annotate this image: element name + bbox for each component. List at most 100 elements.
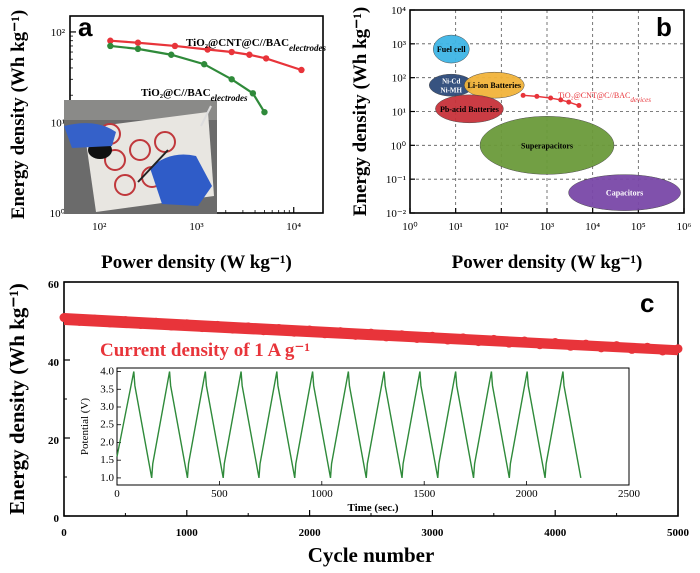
cycling-data-point [658,346,668,356]
series-0-point [171,42,179,50]
x-tick-label: 10⁵ [631,221,646,233]
cycling-data-point [59,313,69,323]
cycling-data-point [397,330,407,340]
inset-y-tick-label: 3.5 [100,383,114,395]
cycling-data-point [366,328,376,338]
cycling-data-point [335,327,345,337]
cycling-data-point [612,341,622,351]
x-tick-label: 10² [494,221,509,233]
region-4-ellipse [479,116,615,175]
y-axis-label: Energy density (Wh kg⁻¹) [8,10,29,219]
series-1-point [134,45,142,53]
cycling-data-point [182,319,192,329]
series-1-point [107,42,114,50]
y-tick-label: 10¹ [392,107,406,119]
cycling-data-point [458,333,468,343]
inset-y-tick-label: 1.0 [100,472,114,484]
inset-y-tick-label: 4.0 [100,366,114,378]
inset-x-tick-label: 0 [114,488,120,500]
y-tick-label: 10⁰ [50,208,66,220]
region-3-label: Pb-acid Batteries [440,105,499,114]
cycling-data-point [673,344,683,354]
panel-b: 10⁰ 10¹ 10² 10³ 10⁴ 10⁵ 10⁶ 10⁻² 10⁻¹ 10⁰ 10¹ 10² 10… [350,5,692,273]
cycling-data-point [320,329,330,339]
cycling-data-point [581,339,591,349]
cycling-data-point [550,338,560,348]
y-axis-label: Energy density (Wh kg⁻¹) [5,283,29,514]
x-tick-label: 2000 [299,527,322,539]
panel-a-letter: a [78,12,93,42]
inset-x-tick-label: 2500 [618,488,641,500]
photo-glove-right [150,154,212,206]
series-devices-point [534,93,540,99]
x-tick-label: 10⁰ [402,221,418,233]
x-tick-label: 3000 [421,527,444,539]
series-devices-point [548,95,554,101]
photo-pattern [129,139,151,161]
cycling-data-point [642,342,652,352]
y-tick-label: 10¹ [51,117,65,129]
cycling-data-point [627,344,637,354]
panel-c-letter: c [640,288,654,318]
cycling-data-point [105,318,115,328]
series-devices-point [566,99,572,105]
panel-b-letter: b [656,12,672,42]
y-tick-label: 60 [48,279,60,291]
inset-photo [64,100,217,214]
region-1-label: Ni-Cd [442,78,460,86]
region-5-ellipse [568,174,681,211]
cycling-data-point [427,331,437,341]
x-tick-label: 10¹ [449,221,463,233]
x-tick-label: 10⁶ [677,221,692,233]
cycling-data-point [381,332,391,342]
inset-y-tick-label: 1.5 [100,454,114,466]
cycling-data-point [74,316,84,326]
region-5-label: Capacitors [606,189,643,198]
series-1-point [228,76,235,83]
photo-pattern [114,174,136,196]
photo-pattern [104,149,126,171]
x-tick-label: 10⁴ [286,221,301,233]
cycling-data-point [213,320,222,330]
panel-a: 10² 10³ 10⁴ 10⁰ 10¹ 10² Power density (W kg⁻¹)… [8,10,327,273]
x-tick-label: 10³ [540,221,555,233]
x-tick-label: 10⁴ [585,221,600,233]
x-tick-label: 10³ [189,221,204,233]
cycling-data-point [566,341,576,351]
y-tick-label: 10⁰ [391,140,407,152]
cycling-data-point [197,323,207,333]
inset-voltage-curve [116,371,582,479]
cycling-data-point [274,323,284,333]
x-tick-label: 5000 [667,527,690,539]
inset-y-label: Potential (V) [79,398,91,455]
y-tick-label: 0 [54,513,60,525]
cycling-data-point [243,322,253,332]
cycling-data-point [596,343,606,353]
series-devices-point [576,103,582,109]
series-0-point [298,66,305,74]
region-3-ellipse [435,94,504,124]
series-1-point [261,108,268,116]
y-tick-label: 10⁴ [391,5,406,17]
y-tick-label: 10² [51,27,66,39]
series-devices-point [520,92,526,98]
y-tick-label: 10⁻² [386,208,407,220]
series-1-point [249,90,257,97]
inset-x-tick-label: 1000 [311,488,334,500]
inset-x-tick-label: 2000 [516,488,539,500]
cycling-data-point [90,314,100,324]
series-1-point [168,51,175,58]
cycling-data-point [120,316,130,326]
series-0-point [204,46,211,53]
photo-glove-left [64,123,116,148]
inset-y-tick-label: 3.0 [100,401,114,413]
cycling-data-point [535,340,545,350]
y-tick-label: 10³ [392,39,407,51]
inset-frame [116,367,630,486]
series-0-point [246,51,253,58]
x-tick-label: 0 [61,527,67,539]
photo-brush [137,149,169,183]
photo-pen [200,105,212,127]
